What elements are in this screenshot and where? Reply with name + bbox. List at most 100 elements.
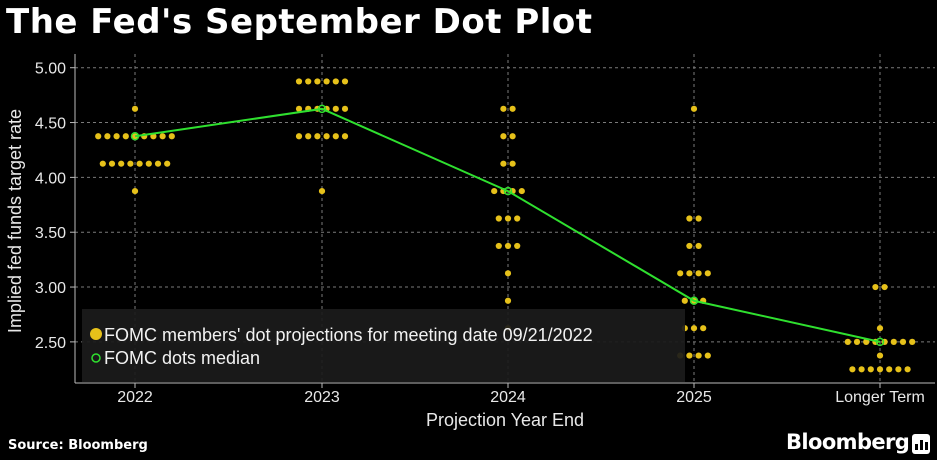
y-axis-title: Implied fed funds target rate xyxy=(5,109,25,333)
projection-dot xyxy=(867,366,874,373)
projection-dot xyxy=(295,105,303,112)
projection-dot xyxy=(509,160,516,167)
projection-dot xyxy=(104,133,111,140)
projection-dot xyxy=(164,160,171,167)
projection-dot xyxy=(154,160,162,167)
projection-dot xyxy=(695,242,702,250)
projection-dot xyxy=(341,105,349,112)
projection-dot xyxy=(895,366,902,373)
legend: FOMC members' dot projections for meetin… xyxy=(82,309,685,382)
projection-dot xyxy=(514,242,521,250)
projection-dot xyxy=(323,133,330,140)
x-tick-label: 2025 xyxy=(676,389,712,406)
projection-dot xyxy=(295,78,303,85)
y-tick-label: 5.00 xyxy=(35,61,66,78)
projection-dot xyxy=(136,160,143,167)
projection-dot xyxy=(690,325,698,332)
y-tick-label: 2.50 xyxy=(35,335,66,352)
projection-dot xyxy=(323,78,330,85)
projection-dot xyxy=(899,338,907,345)
projection-dot xyxy=(295,133,303,140)
projection-dot xyxy=(690,105,698,112)
projection-dot xyxy=(95,133,102,140)
projection-dot xyxy=(504,242,512,250)
legend-dot-marker xyxy=(90,328,102,340)
projection-dot xyxy=(495,242,502,250)
projection-dot xyxy=(332,105,339,112)
projection-dot xyxy=(145,160,152,167)
axis-layer: 5.00 4.50 4.00 3.50 3.00 2.50 2022 2023 2024 2025… xyxy=(35,54,935,406)
x-tick-label: 2022 xyxy=(117,389,153,406)
projection-dot xyxy=(314,78,321,85)
median-point xyxy=(875,337,885,347)
projection-dot xyxy=(881,283,888,291)
projection-dot xyxy=(122,133,129,140)
y-tick-label: 4.00 xyxy=(35,170,66,187)
projection-dot xyxy=(904,366,911,373)
projection-dot xyxy=(500,105,507,112)
projection-dot xyxy=(844,338,851,345)
projection-dot xyxy=(514,215,521,222)
legend-label-median: FOMC dots median xyxy=(104,348,260,368)
projection-dot xyxy=(695,270,702,277)
median-point xyxy=(130,132,140,141)
projection-dot xyxy=(700,325,707,332)
projection-dot xyxy=(305,133,312,140)
x-tick-label: 2023 xyxy=(304,389,340,406)
projection-dot xyxy=(504,215,512,222)
bloomberg-terminal-icon xyxy=(912,434,930,454)
projection-dot xyxy=(314,133,321,140)
projection-dot xyxy=(495,215,502,222)
projection-dot xyxy=(849,366,856,373)
chart-title: The Fed's September Dot Plot xyxy=(6,2,593,42)
projection-dot xyxy=(127,160,134,167)
projection-dot xyxy=(332,78,339,85)
projection-dot xyxy=(113,133,120,140)
projection-dot xyxy=(491,187,498,195)
y-tick-label: 3.50 xyxy=(35,225,66,242)
projection-dot xyxy=(681,297,688,304)
projection-dot xyxy=(504,270,512,277)
projection-dot xyxy=(695,352,702,359)
projection-dot xyxy=(99,160,106,167)
y-tick-label: 3.00 xyxy=(35,280,66,297)
projection-dot xyxy=(341,133,349,140)
projection-dot xyxy=(341,78,349,85)
projection-dot xyxy=(159,133,166,140)
projection-dot xyxy=(518,187,525,195)
projection-dot xyxy=(131,105,139,112)
bloomberg-logo: Bloomberg xyxy=(786,430,910,454)
projection-dot xyxy=(890,338,897,345)
legend-label-dots: FOMC members' dot projections for meetin… xyxy=(104,325,593,345)
median-line xyxy=(134,107,881,343)
x-tick-label: 2024 xyxy=(490,389,526,406)
projection-dot xyxy=(876,325,884,332)
projection-dot xyxy=(332,133,339,140)
projection-dot xyxy=(686,242,693,250)
projection-dot xyxy=(686,352,693,359)
median-point xyxy=(317,104,327,114)
projection-dot xyxy=(168,133,175,140)
projection-dot xyxy=(500,133,507,140)
projection-dot xyxy=(509,133,516,140)
x-tick-label: Longer Term xyxy=(835,389,925,406)
projection-dot xyxy=(886,366,893,373)
projection-dot xyxy=(686,215,693,222)
source-note: Source: Bloomberg xyxy=(8,438,148,453)
projection-dot xyxy=(704,352,711,359)
projection-dot xyxy=(509,105,516,112)
projection-dot xyxy=(686,270,693,277)
legend-median-marker xyxy=(91,353,101,363)
projection-dot xyxy=(858,366,865,373)
projection-dot xyxy=(872,283,879,291)
median-point xyxy=(503,186,513,196)
projection-dot xyxy=(876,352,884,359)
projection-dot xyxy=(909,338,916,345)
projection-dot xyxy=(318,187,326,195)
projection-dot xyxy=(504,297,512,304)
median-point xyxy=(689,296,699,305)
projection-dot xyxy=(695,215,702,222)
projection-dot xyxy=(863,338,870,345)
projection-dot xyxy=(305,78,312,85)
